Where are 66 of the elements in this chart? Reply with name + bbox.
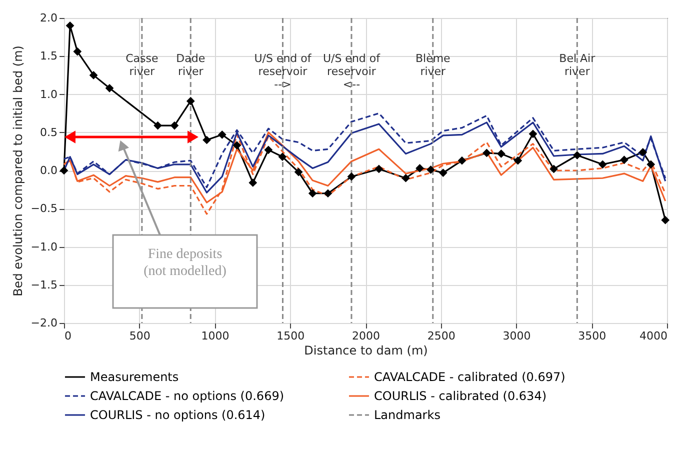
ref-line-label: Dade river — [176, 52, 206, 78]
point — [278, 152, 287, 161]
x-tick-label: 1500 — [276, 330, 305, 342]
point — [620, 156, 628, 164]
legend-label: Measurements — [90, 370, 179, 384]
y-tick-label: −0.5 — [30, 202, 58, 216]
ref-line-label: Casse river — [126, 52, 158, 78]
point — [426, 166, 435, 174]
legend-label: COURLIS - calibrated (0.634) — [374, 389, 547, 403]
y-tick-label: 0.5 — [40, 126, 58, 139]
ref-line-label: Bel Air river — [559, 52, 596, 78]
annotation: Fine deposits (not modelled) — [144, 247, 227, 279]
point — [170, 121, 179, 130]
point — [60, 166, 68, 175]
point — [458, 156, 466, 165]
x-tick-label: 2000 — [352, 330, 380, 342]
point — [347, 172, 356, 181]
x-tick-label: 3000 — [502, 330, 531, 342]
point — [528, 130, 538, 138]
point — [202, 136, 211, 144]
y-axis-title: Bed evolution compared to initial bed (m) — [10, 46, 25, 296]
point — [154, 121, 162, 130]
ref-line-label: Blème river — [415, 52, 451, 78]
point — [661, 216, 670, 224]
x-tick-label: 1000 — [201, 330, 230, 342]
point — [294, 168, 303, 176]
point — [646, 160, 656, 169]
point — [186, 96, 195, 106]
x-axis-title: Distance to dam (m) — [304, 344, 428, 358]
x-tick-label: 2500 — [427, 330, 456, 342]
point — [105, 84, 114, 92]
point — [638, 148, 648, 156]
y-tick-label: −1.0 — [30, 240, 58, 254]
point — [496, 150, 506, 158]
point — [438, 168, 448, 177]
legend-label: CAVALCADE - no options (0.669) — [90, 389, 284, 403]
x-tick-label: 4000 — [640, 330, 668, 342]
point — [598, 160, 607, 169]
y-tick-label: −2.0 — [30, 316, 58, 330]
text: Landmarks — [374, 408, 440, 422]
point — [324, 189, 332, 198]
point — [374, 164, 384, 174]
point — [89, 71, 98, 80]
x-tick-label: 0 — [64, 330, 72, 342]
point — [482, 148, 491, 158]
y-tick-label: 1.5 — [40, 50, 58, 63]
point — [402, 174, 410, 182]
point — [232, 141, 242, 150]
point — [248, 178, 258, 187]
point — [514, 156, 522, 165]
y-tick-label: 0.0 — [40, 164, 58, 177]
legend-label: CAVALCADE - calibrated (0.697) — [374, 370, 566, 384]
point — [308, 189, 317, 198]
point — [264, 146, 273, 154]
y-tick-label: 1.0 — [40, 88, 58, 101]
y-tick-label: 2.0 — [40, 12, 58, 24]
point — [73, 47, 82, 56]
x-tick-label: 3500 — [578, 330, 606, 342]
y-tick-label: −1.5 — [30, 278, 58, 292]
x-tick-label: 500 — [129, 330, 150, 342]
point — [572, 151, 582, 160]
point — [550, 164, 558, 174]
point — [416, 164, 424, 172]
point — [66, 21, 74, 30]
point — [218, 130, 226, 139]
legend-label: COURLIS - no options (0.614) — [90, 408, 266, 422]
